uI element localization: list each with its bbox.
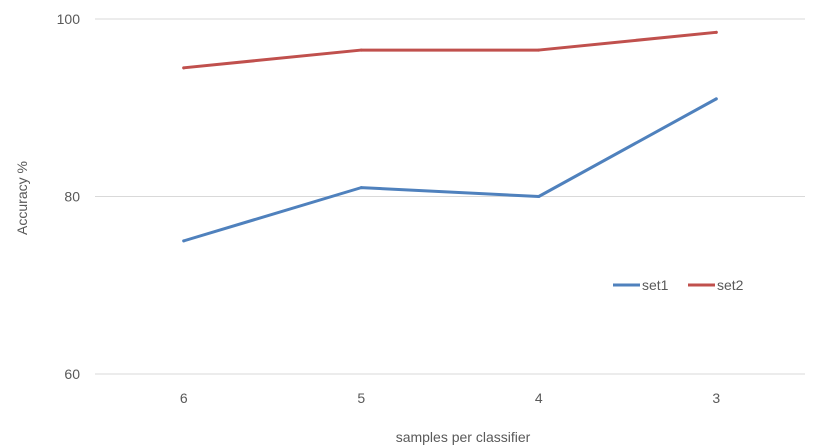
data-point-set1 <box>714 97 718 101</box>
data-point-set2 <box>359 48 363 52</box>
data-point-set2 <box>537 48 541 52</box>
data-point-set2 <box>182 66 186 70</box>
x-tick-label: 6 <box>180 390 188 406</box>
series-line-set2 <box>182 30 718 70</box>
gridlines <box>95 18 805 375</box>
legend-label-set2: set2 <box>717 277 744 293</box>
legend: set1 set2 <box>613 277 744 293</box>
data-point-set1 <box>182 239 186 243</box>
y-axis-title: Accuracy % <box>14 161 30 235</box>
data-point-set2 <box>714 30 718 34</box>
y-axis-ticks: 60 80 100 <box>57 11 81 382</box>
data-point-set1 <box>537 195 541 198</box>
y-tick-label: 60 <box>64 366 80 382</box>
y-tick-label: 80 <box>64 189 80 205</box>
x-axis-ticks: 6 5 4 3 <box>180 390 721 406</box>
series-lines <box>182 30 718 243</box>
data-point-set1 <box>359 186 363 190</box>
x-axis-title: samples per classifier <box>396 429 531 445</box>
legend-label-set1: set1 <box>642 277 669 293</box>
x-tick-label: 5 <box>357 390 365 406</box>
series-line-set1 <box>182 97 718 243</box>
x-tick-label: 4 <box>535 390 543 406</box>
y-tick-label: 100 <box>57 11 81 27</box>
x-tick-label: 3 <box>712 390 720 406</box>
